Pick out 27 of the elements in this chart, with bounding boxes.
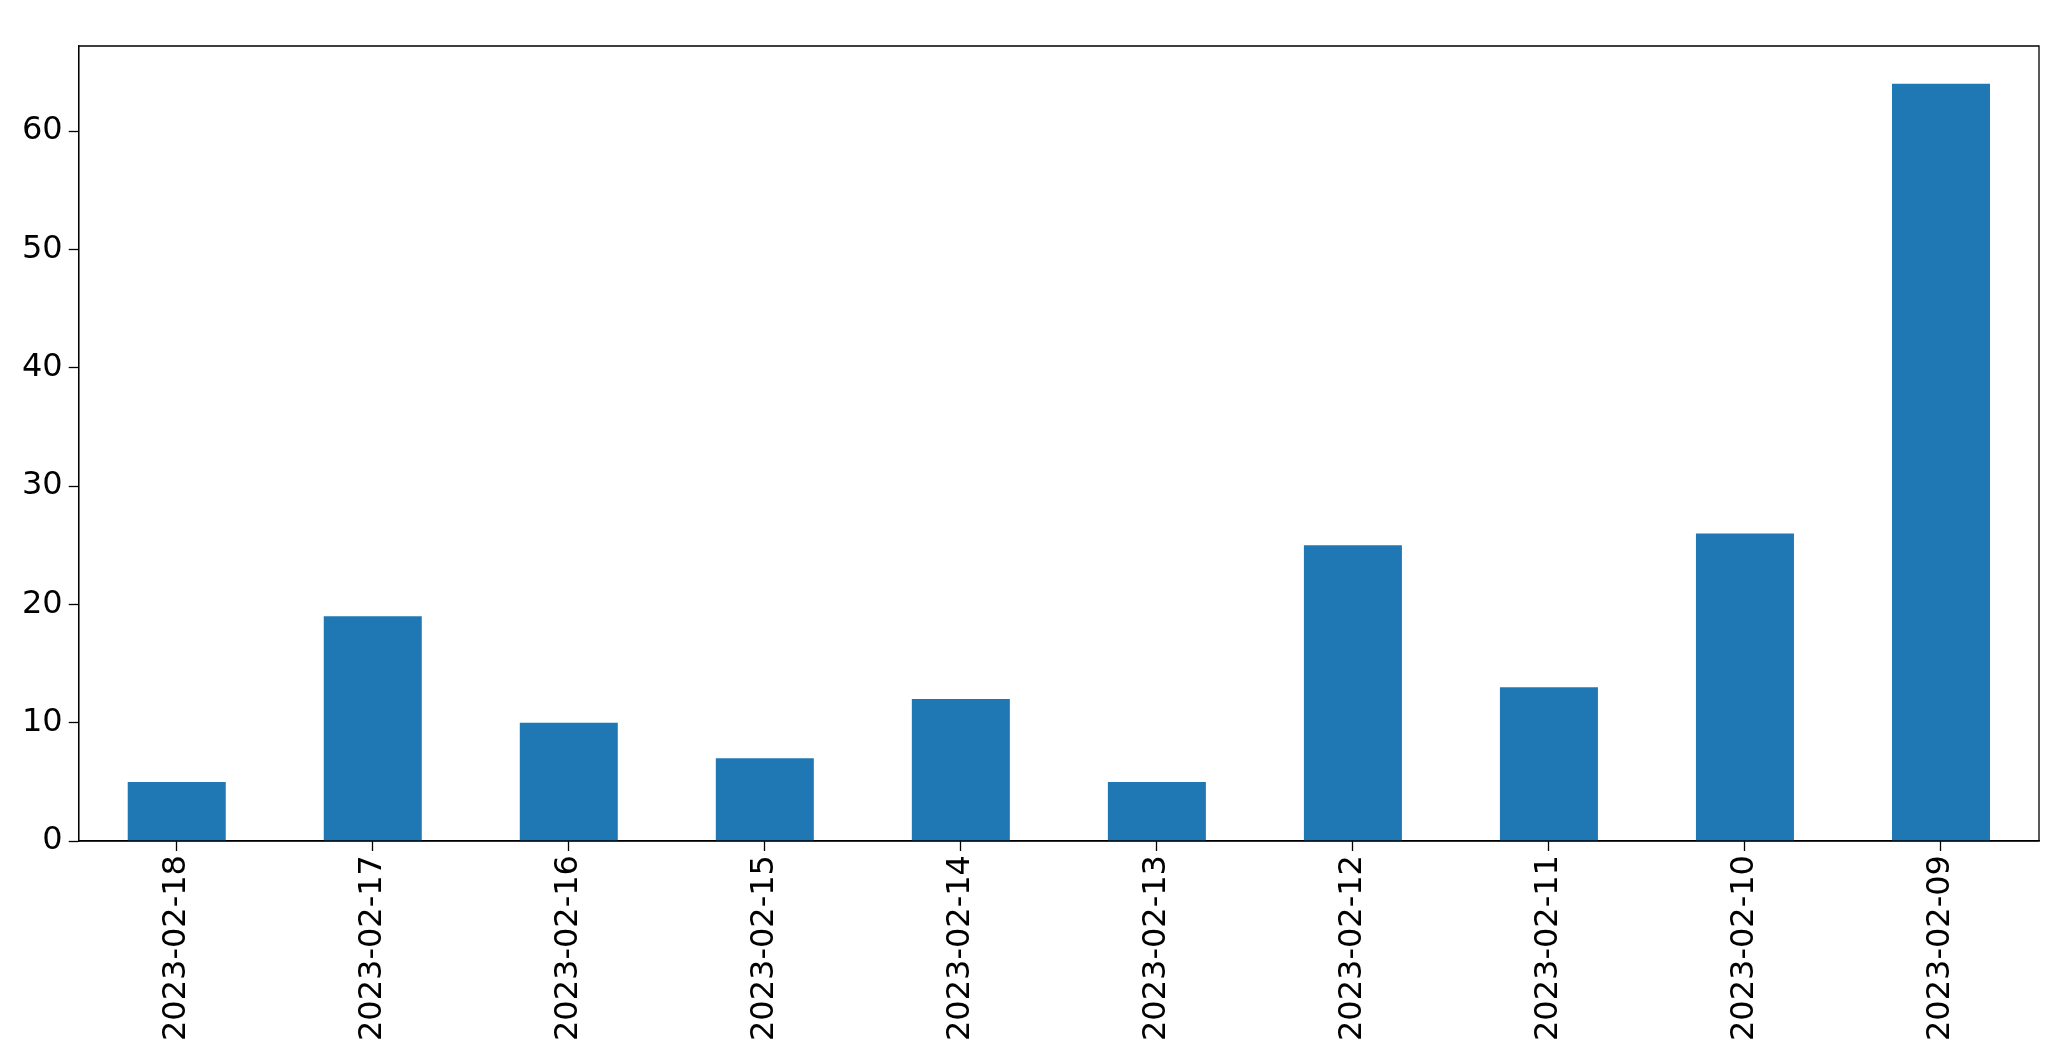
y-tick-label: 10 <box>22 701 63 740</box>
x-tick-label: 2023-02-14 <box>939 855 978 1041</box>
bar <box>911 699 1010 841</box>
x-tick-label: 2023-02-10 <box>1723 855 1762 1041</box>
x-tick-label: 2023-02-15 <box>743 855 782 1041</box>
x-tick-label: 2023-02-18 <box>155 855 194 1041</box>
x-tick-label: 2023-02-13 <box>1135 855 1174 1041</box>
y-tick-label: 60 <box>22 109 63 148</box>
bar <box>1303 545 1402 841</box>
bar <box>1499 687 1598 841</box>
x-tick-label: 2023-02-16 <box>547 855 586 1041</box>
bar <box>715 758 814 841</box>
bar <box>1695 533 1794 841</box>
bar <box>323 616 422 841</box>
x-tick-label: 2023-02-09 <box>1919 855 1958 1041</box>
bar <box>519 722 618 841</box>
y-tick-label: 50 <box>22 227 63 266</box>
y-tick-label: 30 <box>22 464 63 503</box>
y-tick-label: 40 <box>22 346 63 385</box>
bar <box>1107 781 1206 841</box>
x-tick-label: 2023-02-12 <box>1331 855 1370 1041</box>
x-tick-label: 2023-02-17 <box>351 855 390 1041</box>
x-tick-label: 2023-02-11 <box>1527 855 1566 1041</box>
bar <box>127 781 226 841</box>
bar <box>1891 83 1990 841</box>
y-tick-label: 0 <box>42 819 63 858</box>
y-tick-label: 20 <box>22 582 63 621</box>
